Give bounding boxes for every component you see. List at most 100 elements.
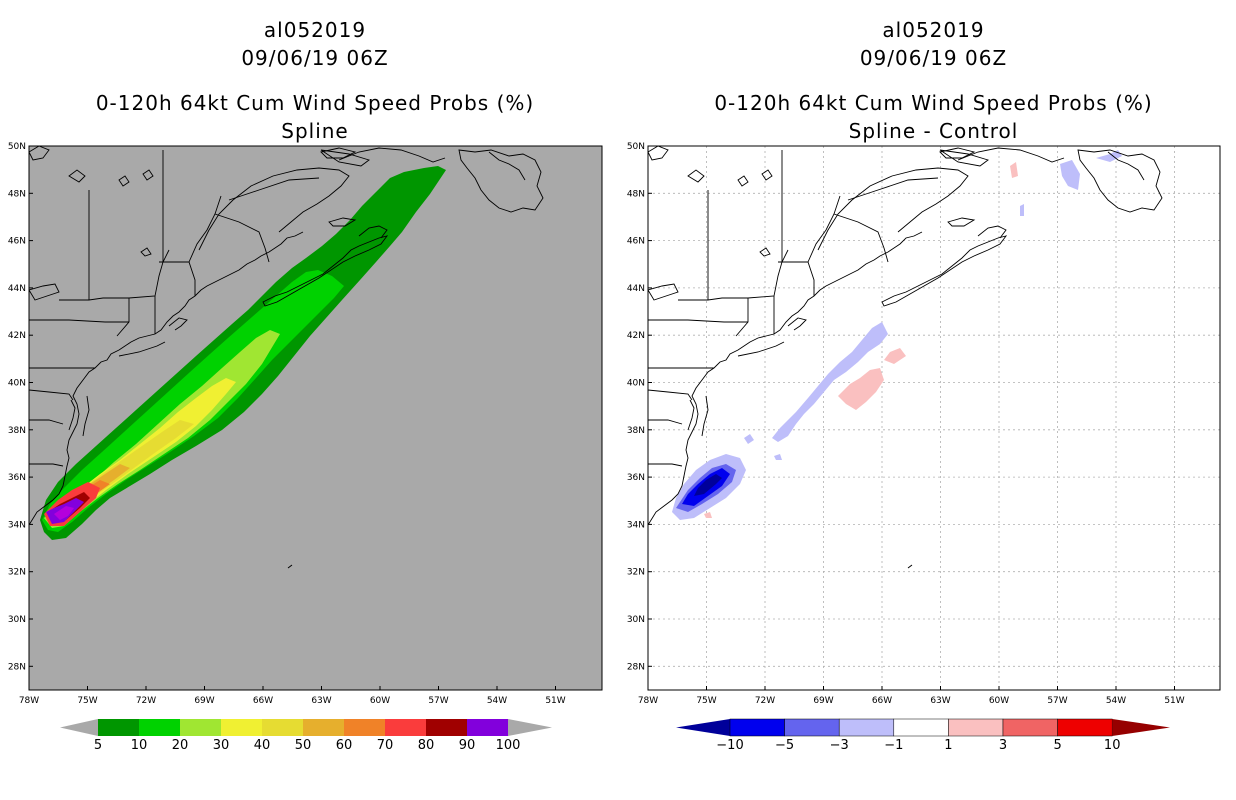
right-lon-label: 57W <box>1047 696 1067 706</box>
left-title-method: Spline <box>281 119 349 143</box>
right-lon-label: 78W <box>638 696 658 706</box>
right-lon-axis: 78W 75W 72W 69W 66W 63W 60W 57W 54W 51W <box>638 686 1185 706</box>
right-map-background <box>647 145 1221 691</box>
right-colorbar: −10 −5 −3 −1 1 3 5 10 <box>676 718 1170 753</box>
left-lat-label: 44N <box>8 284 26 294</box>
right-colorbar-swatch <box>729 718 785 737</box>
right-lat-label: 50N <box>627 142 645 152</box>
right-colorbar-label: −10 <box>716 738 743 753</box>
left-colorbar-label: 5 <box>94 738 102 753</box>
left-colorbar-swatch <box>221 719 262 736</box>
left-colorbar-label: 30 <box>213 738 230 753</box>
right-colorbar-label: 1 <box>944 738 952 753</box>
right-diff-neg-dot <box>744 434 754 444</box>
right-colorbar-high-arrow <box>1112 719 1170 736</box>
left-colorbar-label: 80 <box>418 738 435 753</box>
right-diff-neg-nf <box>1060 160 1080 190</box>
right-diff-neg-band <box>772 322 888 442</box>
left-lon-label: 78W <box>19 696 39 706</box>
right-lat-label: 42N <box>627 331 645 341</box>
left-colorbar-swatch <box>385 719 426 736</box>
right-lat-label: 36N <box>627 473 645 483</box>
left-lat-label: 46N <box>8 237 26 247</box>
left-lon-label: 69W <box>194 696 214 706</box>
left-colorbar: 5 10 20 30 40 50 60 70 80 90 100 <box>60 719 552 753</box>
right-lat-label: 38N <box>627 426 645 436</box>
right-colorbar-label: −5 <box>775 738 794 753</box>
right-colorbar-low-arrow <box>676 719 730 736</box>
right-lon-label: 63W <box>930 696 950 706</box>
left-lat-axis: 50N 48N 46N 44N 42N 40N 38N 36N 34N 32N 30N 28N <box>8 142 33 672</box>
right-map-panel: 50N 48N 46N 44N 42N 40N 38N 36N 34N 32N 30N 28N 78W… <box>627 142 1221 706</box>
left-lon-label: 72W <box>136 696 156 706</box>
right-colorbar-swatch <box>1002 718 1058 737</box>
left-swath-90-core <box>54 506 74 520</box>
right-colorbar-swatch <box>893 718 949 737</box>
right-lat-label: 44N <box>627 284 645 294</box>
left-lat-label: 32N <box>8 568 26 578</box>
right-colorbar-label: 10 <box>1104 738 1121 753</box>
right-lon-label: 60W <box>989 696 1009 706</box>
left-lon-label: 54W <box>487 696 507 706</box>
left-lat-label: 48N <box>8 189 26 199</box>
right-title-datetime: 09/06/19 06Z <box>859 46 1008 70</box>
left-lat-label: 36N <box>8 473 26 483</box>
left-map-background <box>28 145 603 691</box>
left-title-datetime: 09/06/19 06Z <box>241 46 389 70</box>
left-lat-label: 30N <box>8 615 26 625</box>
left-colorbar-label: 10 <box>131 738 148 753</box>
left-lat-label: 40N <box>8 379 26 389</box>
right-lat-label: 46N <box>627 237 645 247</box>
right-diff-neg-10 <box>694 474 722 496</box>
right-colorbar-swatch <box>838 718 895 737</box>
right-marker <box>907 564 913 569</box>
right-lon-label: 51W <box>1164 696 1184 706</box>
right-lon-label: 75W <box>696 696 716 706</box>
left-lon-label: 51W <box>545 696 565 706</box>
left-lon-label: 66W <box>253 696 273 706</box>
left-lat-label: 28N <box>8 662 26 672</box>
left-colorbar-swatch <box>303 719 344 736</box>
right-title-product: 0-120h 64kt Cum Wind Speed Probs (%) <box>714 91 1153 115</box>
left-colorbar-swatch <box>139 719 180 736</box>
left-lat-label: 34N <box>8 520 26 530</box>
right-colorbar-label: 5 <box>1053 738 1061 753</box>
right-colorbar-label: −3 <box>830 738 849 753</box>
left-lon-label: 57W <box>428 696 448 706</box>
right-gridlines <box>648 146 1220 690</box>
right-lat-label: 34N <box>627 520 645 530</box>
left-lon-label: 75W <box>77 696 97 706</box>
right-diff-pos-nf <box>1010 162 1018 178</box>
left-colorbar-label: 50 <box>295 738 312 753</box>
right-lon-label: 66W <box>872 696 892 706</box>
right-colorbar-label: −1 <box>884 738 903 753</box>
right-lon-label: 54W <box>1106 696 1126 706</box>
right-colorbar-swatch <box>1057 718 1113 737</box>
right-lat-label: 48N <box>627 189 645 199</box>
left-colorbar-label: 20 <box>172 738 189 753</box>
right-diff-pos-band <box>838 368 884 410</box>
right-diff-pos-dot <box>704 512 712 518</box>
left-map-panel: 50N 48N 46N 44N 42N 40N 38N 36N 34N 32N 30N 28N 78W… <box>8 142 603 706</box>
right-colorbar-swatch <box>948 718 1004 737</box>
left-colorbar-swatch <box>98 719 139 736</box>
right-diff-neg-dot2 <box>774 454 782 460</box>
right-title-method: Spline - Control <box>848 119 1019 143</box>
right-colorbar-swatch <box>784 718 840 737</box>
left-colorbar-low-arrow <box>60 719 98 736</box>
right-diff-neg-nf3 <box>1020 204 1024 216</box>
right-lat-label: 28N <box>627 662 645 672</box>
left-colorbar-swatch <box>467 719 508 736</box>
left-lat-label: 50N <box>8 142 26 152</box>
right-lat-label: 32N <box>627 568 645 578</box>
right-lat-label: 30N <box>627 615 645 625</box>
left-lon-label: 63W <box>311 696 331 706</box>
left-title-product: 0-120h 64kt Cum Wind Speed Probs (%) <box>95 91 535 115</box>
right-lon-label: 72W <box>755 696 775 706</box>
left-lon-label: 60W <box>370 696 390 706</box>
right-lat-axis: 50N 48N 46N 44N 42N 40N 38N 36N 34N 32N 30N 28N <box>627 142 652 672</box>
left-colorbar-label: 90 <box>459 738 476 753</box>
left-colorbar-swatch <box>344 719 385 736</box>
right-colorbar-label: 3 <box>999 738 1007 753</box>
left-colorbar-swatch <box>180 719 221 736</box>
